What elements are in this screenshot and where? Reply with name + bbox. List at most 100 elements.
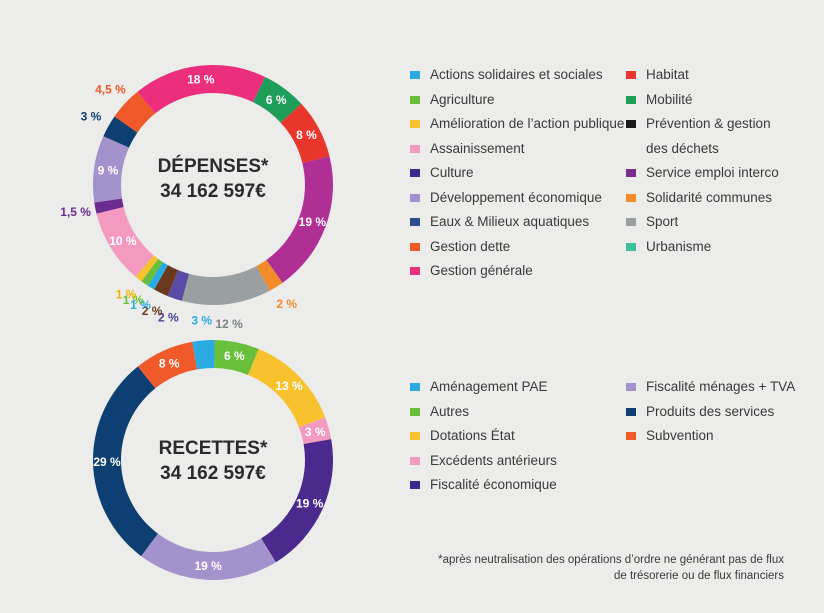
legend-label: Service emploi interco — [646, 165, 779, 180]
legend-swatch — [626, 218, 636, 226]
slice-autres — [214, 340, 259, 375]
recettes-title: RECETTES* — [159, 438, 268, 459]
legend-swatch — [410, 144, 420, 153]
recettes-total: 34 162 597€ — [160, 463, 266, 484]
legend-swatch — [410, 218, 420, 226]
slice-sport — [181, 266, 270, 306]
legend-swatch — [626, 169, 636, 177]
slice-gestion-generale — [137, 65, 266, 114]
legend-label: Fiscalité ménages + TVA — [646, 379, 796, 394]
legend-label: Prévention & gestion des déchets — [646, 116, 771, 156]
legend-label: Dotations État — [430, 428, 515, 443]
legend-label: Subvention — [646, 428, 714, 443]
slice-subvention — [137, 341, 198, 389]
data-label-produits-des-services: 29 % — [93, 455, 121, 469]
data-label-habitat: 8 % — [296, 128, 317, 142]
slice-gestion-dette — [114, 91, 156, 133]
legend-swatch — [626, 120, 636, 128]
data-label-dotations-etat: 13 % — [275, 379, 303, 393]
slice-habitat — [280, 103, 330, 164]
legend-label: Fiscalité économique — [430, 477, 557, 492]
legend-item: Gestion générale — [410, 259, 624, 284]
slice-prevention-gestion-des-dechets — [154, 265, 179, 297]
slice-fiscalite-economique — [261, 439, 333, 563]
data-label-sport: 12 % — [215, 317, 243, 331]
data-label-amenagement-pae: 3 % — [191, 313, 212, 327]
legend-item: Sport — [626, 210, 796, 235]
data-label-assainissement: 10 % — [109, 234, 137, 248]
legend-label: Actions solidaires et sociales — [430, 67, 603, 82]
depenses-donut: 2 %2 %1 %1 %1 %10 %1,5 %9 %3 %4,5 %18 %6… — [60, 65, 333, 331]
legend-item: Dotations État — [410, 424, 557, 449]
legend-item: Culture — [410, 161, 624, 186]
legend-label: Mobilité — [646, 91, 693, 107]
recettes-legend-left: Aménagement PAE Autres Dotations État Excéd… — [410, 375, 557, 498]
legend-item: Excédents antérieurs — [410, 449, 557, 474]
slice-excedents-anterieurs — [299, 417, 332, 445]
legend-item: Amélioration de l’action publique — [410, 112, 624, 137]
data-label-autres: 6 % — [224, 349, 245, 363]
slice-amenagement-pae — [192, 340, 215, 370]
legend-swatch — [410, 71, 420, 79]
legend-swatch — [626, 95, 636, 104]
depenses-legend-right: Habitat Mobilité Prévention & gestion des … — [626, 63, 796, 259]
legend-label: Gestion générale — [430, 263, 533, 278]
slice-culture — [167, 270, 190, 301]
data-label-actions-solidaires-et-sociales: 1 % — [130, 298, 151, 312]
slice-developpement-economique — [266, 156, 333, 283]
legend-swatch — [410, 120, 420, 128]
legend-item: Fiscalité économique — [410, 473, 557, 498]
data-label-eaux-milieux-aquatiques: 3 % — [81, 109, 102, 123]
slice-assainissement — [96, 206, 154, 277]
data-label-solidarite-communes: 2 % — [276, 297, 297, 311]
legend-swatch — [410, 432, 420, 440]
data-label-service-emploi-interco: 1,5 % — [60, 205, 91, 219]
data-label-subvention: 8 % — [159, 356, 180, 370]
legend-swatch — [410, 456, 420, 465]
legend-item: Habitat — [626, 63, 796, 88]
legend-swatch — [410, 193, 420, 202]
legend-swatch — [626, 407, 636, 416]
legend-item: Actions solidaires et sociales — [410, 63, 624, 88]
slice-produits-des-services — [92, 366, 158, 557]
slice-mobilite — [253, 76, 302, 123]
legend-item: Développement économique — [410, 186, 624, 211]
legend-label: Amélioration de l’action publique — [430, 116, 625, 131]
legend-item: Urbanisme — [626, 235, 796, 260]
legend-item: Assainissement — [410, 137, 624, 162]
legend-label: Développement économique — [430, 189, 602, 205]
legend-label: Assainissement — [430, 140, 525, 156]
slice-actions-solidaires-et-sociales — [147, 262, 168, 290]
legend-swatch — [410, 267, 420, 275]
legend-swatch — [410, 95, 420, 104]
legend-label: Excédents antérieurs — [430, 452, 557, 468]
legend-swatch — [410, 383, 420, 391]
legend-item: Fiscalité ménages + TVA — [626, 375, 795, 400]
legend-swatch — [410, 242, 420, 251]
legend-swatch — [626, 242, 636, 251]
data-label-excedents-anterieurs: 3 % — [305, 425, 326, 439]
data-label-mobilite: 6 % — [266, 93, 287, 107]
legend-label: Autres — [430, 403, 470, 419]
slice-amelioration-de-l-action-publique — [135, 255, 159, 282]
slice-agriculture — [141, 258, 163, 286]
recettes-donut: 3 % 6 % 13 % 3 % 19 % 19 % 29 % 8 % RECETTES* 3… — [92, 313, 333, 580]
legend-label: Produits des services — [646, 403, 775, 419]
legend-label: Solidarité communes — [646, 189, 773, 205]
legend-swatch — [410, 407, 420, 416]
legend-item: Autres — [410, 400, 557, 425]
depenses-title: DÉPENSES* — [158, 155, 269, 177]
footnote: *après neutralisation des opérations d’o… — [438, 554, 784, 582]
data-label-fiscalite-menages-tva: 19 % — [195, 559, 223, 573]
legend-label: Eaux & Milieux aquatiques — [430, 214, 590, 229]
depenses-total: 34 162 597€ — [160, 181, 266, 202]
legend-swatch — [626, 71, 636, 79]
legend-swatch — [626, 383, 636, 391]
data-label-fiscalite-menages-tva: 9 % — [98, 164, 119, 178]
slice-fiscalite-menages-tva — [93, 136, 129, 203]
recettes-legend-right: Fiscalité ménages + TVA Produits des serv… — [626, 375, 795, 449]
legend-item: Eaux & Milieux aquatiques — [410, 210, 624, 235]
legend-label: Aménagement PAE — [430, 379, 548, 394]
legend-label: Urbanisme — [646, 238, 712, 254]
